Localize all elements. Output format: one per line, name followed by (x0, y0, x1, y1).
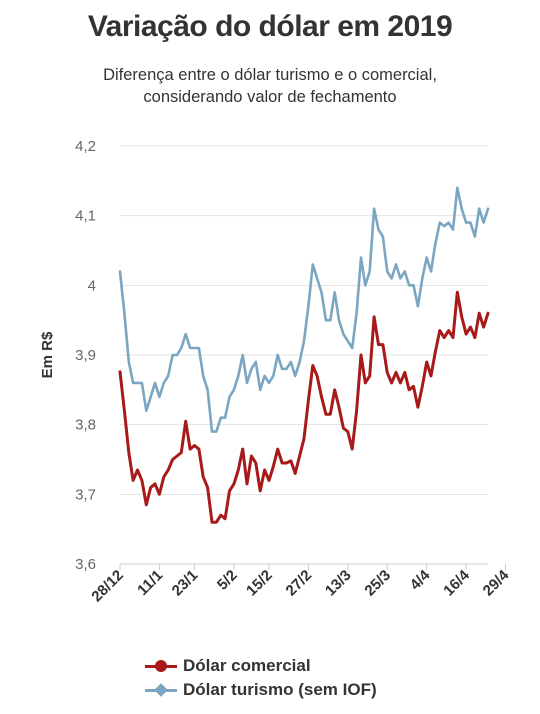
y-tick-label: 3,6 (75, 556, 96, 573)
y-tick-label: 3,9 (75, 347, 96, 364)
grid-lines (120, 145, 488, 565)
x-tick-label: 13/3 (322, 567, 355, 600)
y-axis-ticks: 3,6 3,7 3,8 3,9 4 4,1 4,2 (75, 138, 96, 573)
x-tick-label: 29/4 (480, 566, 513, 599)
series-lines (118, 186, 490, 524)
y-tick-label: 4 (88, 277, 96, 294)
chart-subtitle: Diferença entre o dólar turismo e o come… (0, 64, 540, 108)
subtitle-line-2: considerando valor de fechamento (143, 88, 397, 106)
y-tick-label: 3,7 (75, 486, 96, 503)
x-tick-label: 15/2 (243, 567, 276, 600)
series-line-comercial (118, 290, 490, 524)
y-axis-label: Em R$ (39, 331, 56, 378)
y-tick-label: 4,1 (75, 208, 96, 225)
chart-title: Variação do dólar em 2019 (87, 10, 453, 43)
subtitle-line-1: Diferença entre o dólar turismo e o come… (103, 66, 437, 84)
legend-label-turismo: Dólar turismo (sem IOF) (183, 680, 377, 699)
series-line-turismo (118, 186, 490, 433)
x-tick-label: 4/4 (407, 566, 434, 593)
x-tick-label: 5/2 (214, 567, 241, 594)
y-tick-label: 4,2 (75, 138, 96, 155)
legend-item-comercial: Dólar comercial (145, 654, 377, 678)
legend-swatch-turismo (145, 683, 177, 697)
legend-swatch-comercial (145, 659, 177, 673)
x-axis-ticks: 28/12 11/1 23/1 5/2 15/2 27/2 13/3 25/3 4/4 16/4 2… (88, 564, 513, 605)
x-tick-label: 23/1 (169, 567, 202, 600)
y-tick-label: 3,8 (75, 417, 96, 434)
x-tick-label: 25/3 (361, 567, 394, 600)
legend-label-comercial: Dólar comercial (183, 656, 311, 675)
x-tick-label: 16/4 (440, 566, 473, 599)
legend-item-turismo: Dólar turismo (sem IOF) (145, 678, 377, 702)
legend: Dólar comercial Dólar turismo (sem IOF) (145, 654, 377, 702)
diamond-marker-icon (154, 683, 168, 697)
circle-marker-icon (155, 660, 167, 672)
x-tick-label: 11/1 (134, 567, 166, 599)
x-tick-label: 27/2 (283, 567, 316, 600)
